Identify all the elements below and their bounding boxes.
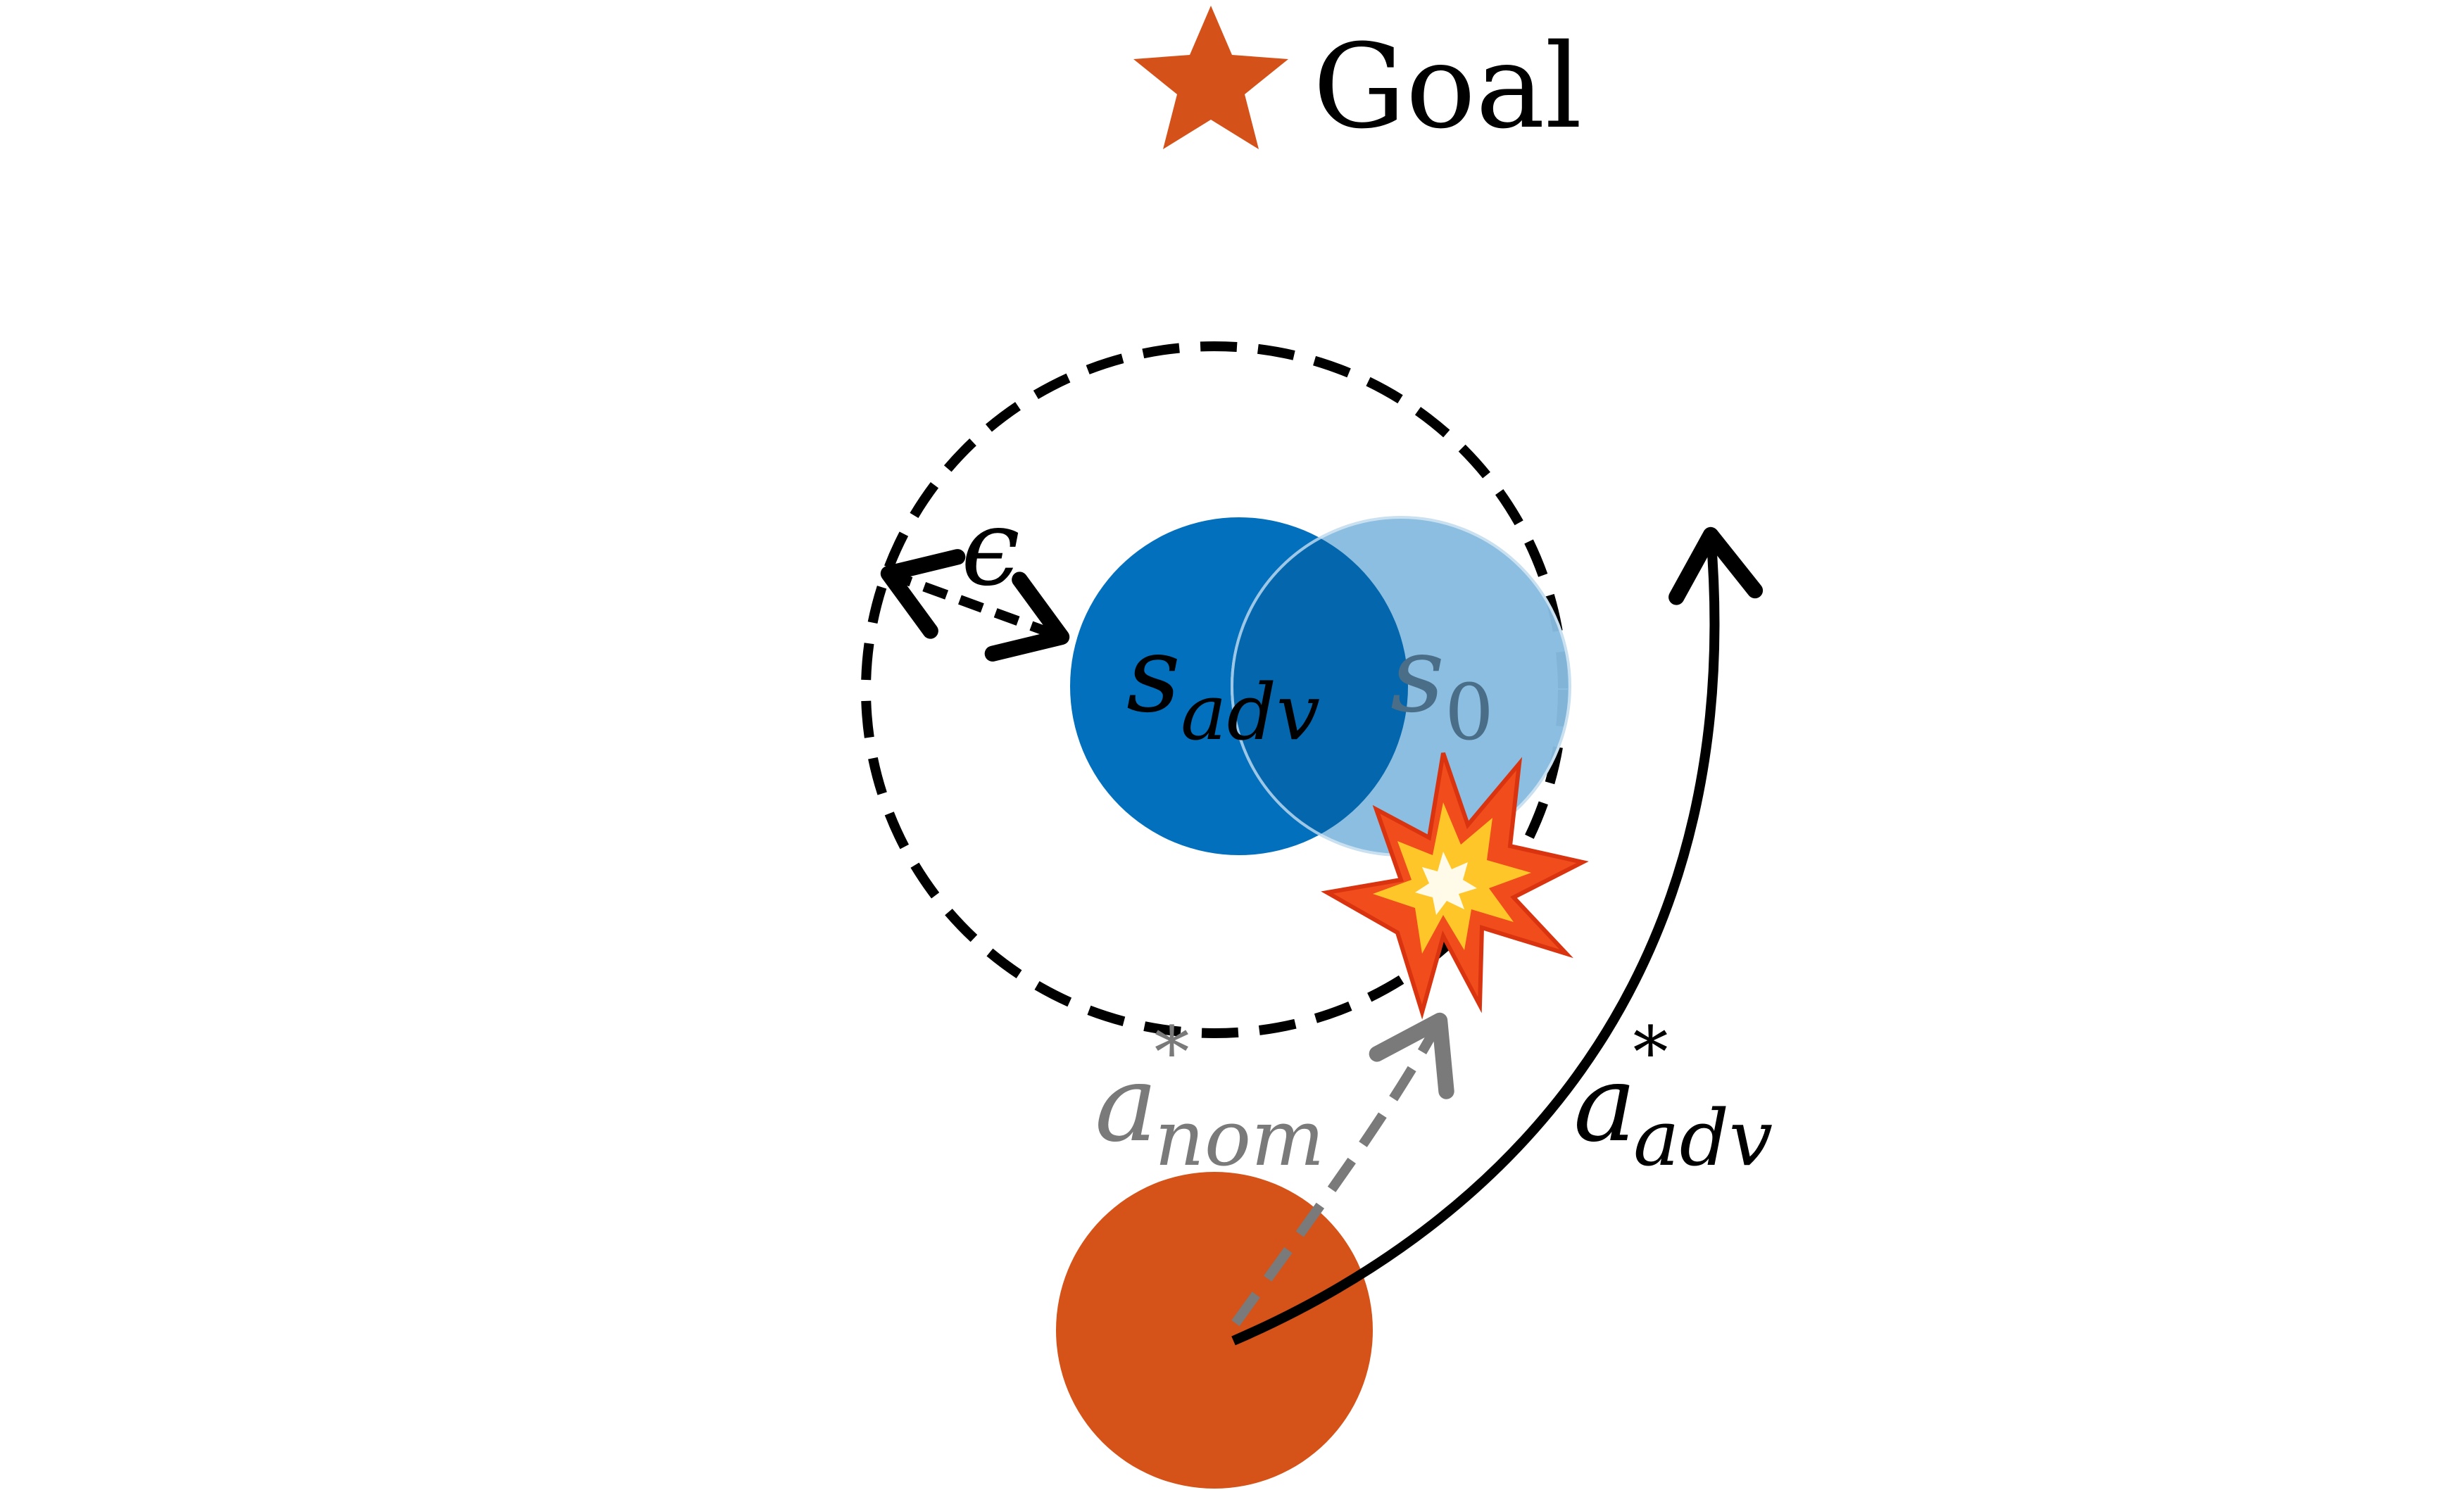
adversarial-state-subscript: adv xyxy=(1181,667,1320,757)
nominal-action-arrow xyxy=(1231,1012,1454,1327)
adversarial-action-base: a xyxy=(1573,1043,1636,1166)
adversarial-state-label: sadv xyxy=(1126,614,1320,757)
nominal-state-base: s xyxy=(1390,614,1445,736)
goal-label: Goal xyxy=(1313,19,1582,154)
adversarial-action-subscript: adv xyxy=(1633,1093,1773,1183)
nominal-state-outline xyxy=(1231,517,1408,855)
nominal-state-label: s0 xyxy=(1390,614,1494,757)
nominal-action-base: a xyxy=(1095,1043,1157,1166)
epsilon-label: ϵ xyxy=(961,487,1020,610)
epsilon-arrow xyxy=(880,549,1070,662)
adversarial-action-label: a* adv xyxy=(1573,1011,1773,1183)
nominal-state-subscript: 0 xyxy=(1445,667,1494,757)
agent-circle xyxy=(1056,1172,1373,1489)
state-overlap-region xyxy=(1232,517,1408,855)
collision-icon xyxy=(1321,752,1589,1020)
adversarial-action-arrow xyxy=(1231,526,1764,1346)
adversarial-action-superscript: * xyxy=(1633,1011,1668,1094)
nominal-action-label: a* nom xyxy=(1095,1011,1324,1183)
nominal-action-superscript: * xyxy=(1154,1011,1189,1094)
goal-star-icon xyxy=(1133,6,1288,149)
adversarial-state-base: s xyxy=(1126,614,1181,736)
nominal-action-subscript: nom xyxy=(1155,1093,1324,1183)
